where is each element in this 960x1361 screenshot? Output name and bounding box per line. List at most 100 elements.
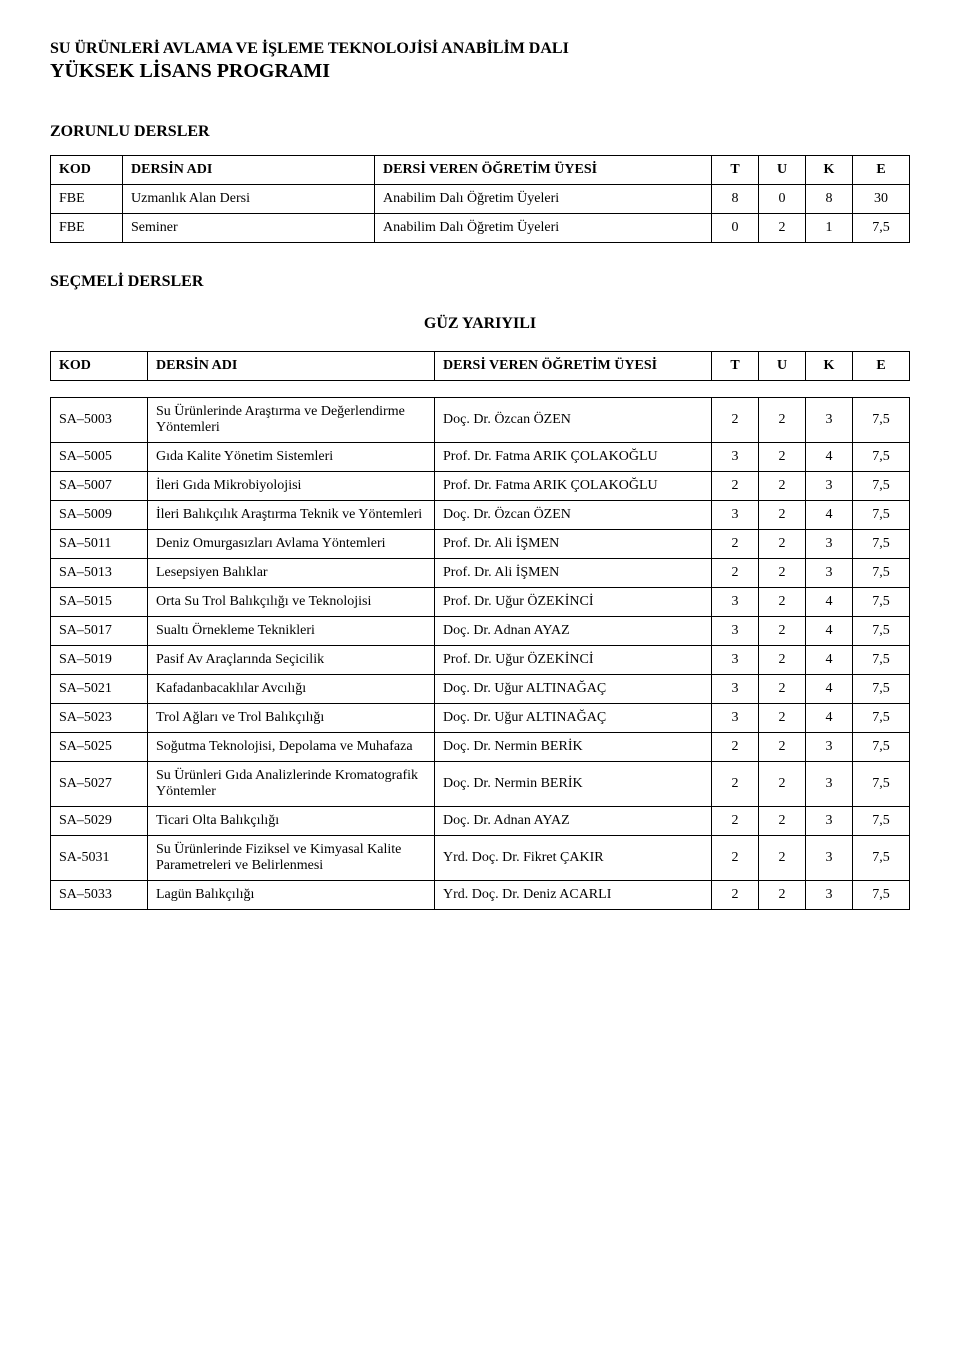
- cell-e: 7,5: [853, 214, 910, 243]
- cell-u: 2: [759, 881, 806, 910]
- cell-t: 2: [712, 733, 759, 762]
- table-header-row: KOD DERSİN ADI DERSİ VEREN ÖĞRETİM ÜYESİ…: [51, 156, 910, 185]
- cell-kod: SA–5021: [51, 675, 148, 704]
- cell-teacher: Yrd. Doç. Dr. Fikret ÇAKIR: [435, 836, 712, 881]
- header-e: E: [853, 156, 910, 185]
- table-row: SA–5009İleri Balıkçılık Araştırma Teknik…: [51, 501, 910, 530]
- table-row: SA–5033Lagün BalıkçılığıYrd. Doç. Dr. De…: [51, 881, 910, 910]
- cell-u: 2: [759, 807, 806, 836]
- cell-kod: SA–5009: [51, 501, 148, 530]
- cell-e: 7,5: [853, 398, 910, 443]
- cell-kod: SA–5003: [51, 398, 148, 443]
- elective-header-table: KOD DERSİN ADI DERSİ VEREN ÖĞRETİM ÜYESİ…: [50, 351, 910, 381]
- cell-t: 0: [712, 214, 759, 243]
- cell-e: 7,5: [853, 472, 910, 501]
- fall-semester-header: GÜZ YARIYILI: [50, 315, 910, 333]
- cell-name: Su Ürünlerinde Araştırma ve Değerlendirm…: [148, 398, 435, 443]
- cell-k: 4: [806, 646, 853, 675]
- cell-name: Uzmanlık Alan Dersi: [123, 185, 375, 214]
- cell-name: Kafadanbacaklılar Avcılığı: [148, 675, 435, 704]
- header-kod: KOD: [51, 156, 123, 185]
- cell-k: 4: [806, 588, 853, 617]
- table-row: SA–5007İleri Gıda MikrobiyolojisiProf. D…: [51, 472, 910, 501]
- cell-t: 2: [712, 530, 759, 559]
- department-title: SU ÜRÜNLERİ AVLAMA VE İŞLEME TEKNOLOJİSİ…: [50, 40, 910, 58]
- cell-t: 2: [712, 559, 759, 588]
- table-row: SA–5003Su Ürünlerinde Araştırma ve Değer…: [51, 398, 910, 443]
- cell-k: 3: [806, 762, 853, 807]
- table-row: SA–5027Su Ürünleri Gıda Analizlerinde Kr…: [51, 762, 910, 807]
- cell-teacher: Doç. Dr. Nermin BERİK: [435, 762, 712, 807]
- cell-teacher: Prof. Dr. Fatma ARIK ÇOLAKOĞLU: [435, 443, 712, 472]
- cell-name: İleri Balıkçılık Araştırma Teknik ve Yön…: [148, 501, 435, 530]
- header-t: T: [712, 156, 759, 185]
- cell-name: Pasif Av Araçlarında Seçicilik: [148, 646, 435, 675]
- cell-t: 2: [712, 836, 759, 881]
- cell-teacher: Doç. Dr. Uğur ALTINAĞAÇ: [435, 675, 712, 704]
- cell-u: 2: [759, 733, 806, 762]
- cell-k: 3: [806, 881, 853, 910]
- header-dersin-adi: DERSİN ADI: [148, 352, 435, 381]
- cell-e: 7,5: [853, 443, 910, 472]
- cell-kod: SA–5005: [51, 443, 148, 472]
- cell-e: 7,5: [853, 881, 910, 910]
- elective-section-header: SEÇMELİ DERSLER: [50, 273, 910, 291]
- cell-k: 4: [806, 675, 853, 704]
- cell-name: Orta Su Trol Balıkçılığı ve Teknolojisi: [148, 588, 435, 617]
- cell-kod: SA-5031: [51, 836, 148, 881]
- cell-e: 7,5: [853, 762, 910, 807]
- cell-teacher: Doç. Dr. Özcan ÖZEN: [435, 501, 712, 530]
- cell-k: 1: [806, 214, 853, 243]
- cell-u: 2: [759, 530, 806, 559]
- cell-name: Seminer: [123, 214, 375, 243]
- cell-e: 7,5: [853, 530, 910, 559]
- table-row: SA–5019Pasif Av Araçlarında SeçicilikPro…: [51, 646, 910, 675]
- header-dersi-veren: DERSİ VEREN ÖĞRETİM ÜYESİ: [375, 156, 712, 185]
- cell-t: 2: [712, 762, 759, 807]
- cell-name: Sualtı Örnekleme Teknikleri: [148, 617, 435, 646]
- cell-teacher: Prof. Dr. Uğur ÖZEKİNCİ: [435, 646, 712, 675]
- table-row: SA–5021Kafadanbacaklılar AvcılığıDoç. Dr…: [51, 675, 910, 704]
- cell-name: Su Ürünlerinde Fiziksel ve Kimyasal Kali…: [148, 836, 435, 881]
- cell-kod: SA–5007: [51, 472, 148, 501]
- cell-u: 0: [759, 185, 806, 214]
- cell-k: 3: [806, 398, 853, 443]
- cell-u: 2: [759, 704, 806, 733]
- cell-u: 2: [759, 617, 806, 646]
- cell-t: 2: [712, 881, 759, 910]
- cell-name: Lagün Balıkçılığı: [148, 881, 435, 910]
- cell-name: Deniz Omurgasızları Avlama Yöntemleri: [148, 530, 435, 559]
- cell-t: 2: [712, 398, 759, 443]
- cell-name: Soğutma Teknolojisi, Depolama ve Muhafaz…: [148, 733, 435, 762]
- cell-e: 7,5: [853, 559, 910, 588]
- cell-u: 2: [759, 762, 806, 807]
- header-kod: KOD: [51, 352, 148, 381]
- cell-u: 2: [759, 559, 806, 588]
- cell-teacher: Doç. Dr. Nermin BERİK: [435, 733, 712, 762]
- header-t: T: [712, 352, 759, 381]
- cell-kod: SA–5017: [51, 617, 148, 646]
- cell-u: 2: [759, 501, 806, 530]
- cell-t: 2: [712, 807, 759, 836]
- cell-k: 3: [806, 733, 853, 762]
- cell-u: 2: [759, 443, 806, 472]
- header-dersi-veren: DERSİ VEREN ÖĞRETİM ÜYESİ: [435, 352, 712, 381]
- cell-kod: SA–5019: [51, 646, 148, 675]
- header-k: K: [806, 156, 853, 185]
- mandatory-section-header: ZORUNLU DERSLER: [50, 123, 910, 141]
- cell-k: 3: [806, 559, 853, 588]
- program-title: YÜKSEK LİSANS PROGRAMI: [50, 60, 910, 83]
- cell-e: 7,5: [853, 588, 910, 617]
- header-u: U: [759, 352, 806, 381]
- cell-u: 2: [759, 588, 806, 617]
- cell-teacher: Doç. Dr. Özcan ÖZEN: [435, 398, 712, 443]
- header-u: U: [759, 156, 806, 185]
- cell-kod: SA–5025: [51, 733, 148, 762]
- header-k: K: [806, 352, 853, 381]
- table-row: FBEUzmanlık Alan DersiAnabilim Dalı Öğre…: [51, 185, 910, 214]
- mandatory-courses-table: KOD DERSİN ADI DERSİ VEREN ÖĞRETİM ÜYESİ…: [50, 155, 910, 243]
- cell-teacher: Yrd. Doç. Dr. Deniz ACARLI: [435, 881, 712, 910]
- cell-u: 2: [759, 646, 806, 675]
- cell-k: 4: [806, 704, 853, 733]
- cell-name: Su Ürünleri Gıda Analizlerinde Kromatogr…: [148, 762, 435, 807]
